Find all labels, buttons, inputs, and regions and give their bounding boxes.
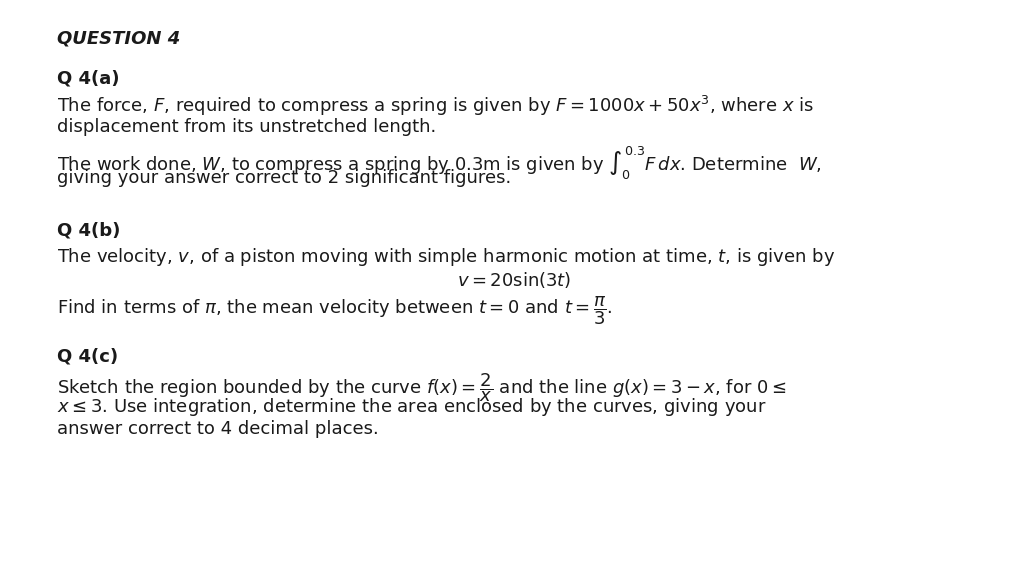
Text: answer correct to 4 decimal places.: answer correct to 4 decimal places.	[57, 420, 379, 438]
Text: The velocity, $v$, of a piston moving with simple harmonic motion at time, $t$, : The velocity, $v$, of a piston moving wi…	[57, 246, 835, 268]
Text: $v = 20\sin(3t)$: $v = 20\sin(3t)$	[457, 270, 572, 290]
Text: Q 4(b): Q 4(b)	[57, 222, 120, 240]
Text: giving your answer correct to 2 significant figures.: giving your answer correct to 2 signific…	[57, 168, 510, 186]
Text: displacement from its unstretched length.: displacement from its unstretched length…	[57, 118, 436, 136]
Text: The force, $F$, required to compress a spring is given by $F = 1000x + 50x^3$, w: The force, $F$, required to compress a s…	[57, 94, 814, 118]
Text: Sketch the region bounded by the curve $f(x) = \dfrac{2}{x}$ and the line $g(x) : Sketch the region bounded by the curve $…	[57, 372, 786, 404]
Text: The work done, $W$, to compress a spring by 0.3m is given by $\int_0^{0.3} F\,dx: The work done, $W$, to compress a spring…	[57, 144, 821, 181]
Text: Q 4(c): Q 4(c)	[57, 347, 117, 365]
Text: Find in terms of $\pi$, the mean velocity between $t = 0$ and $t = \dfrac{\pi}{3: Find in terms of $\pi$, the mean velocit…	[57, 294, 612, 327]
Text: Q 4(a): Q 4(a)	[57, 70, 119, 88]
Text: $x \leq 3$. Use integration, determine the area enclosed by the curves, giving y: $x \leq 3$. Use integration, determine t…	[57, 396, 766, 418]
Text: QUESTION 4: QUESTION 4	[57, 30, 180, 48]
